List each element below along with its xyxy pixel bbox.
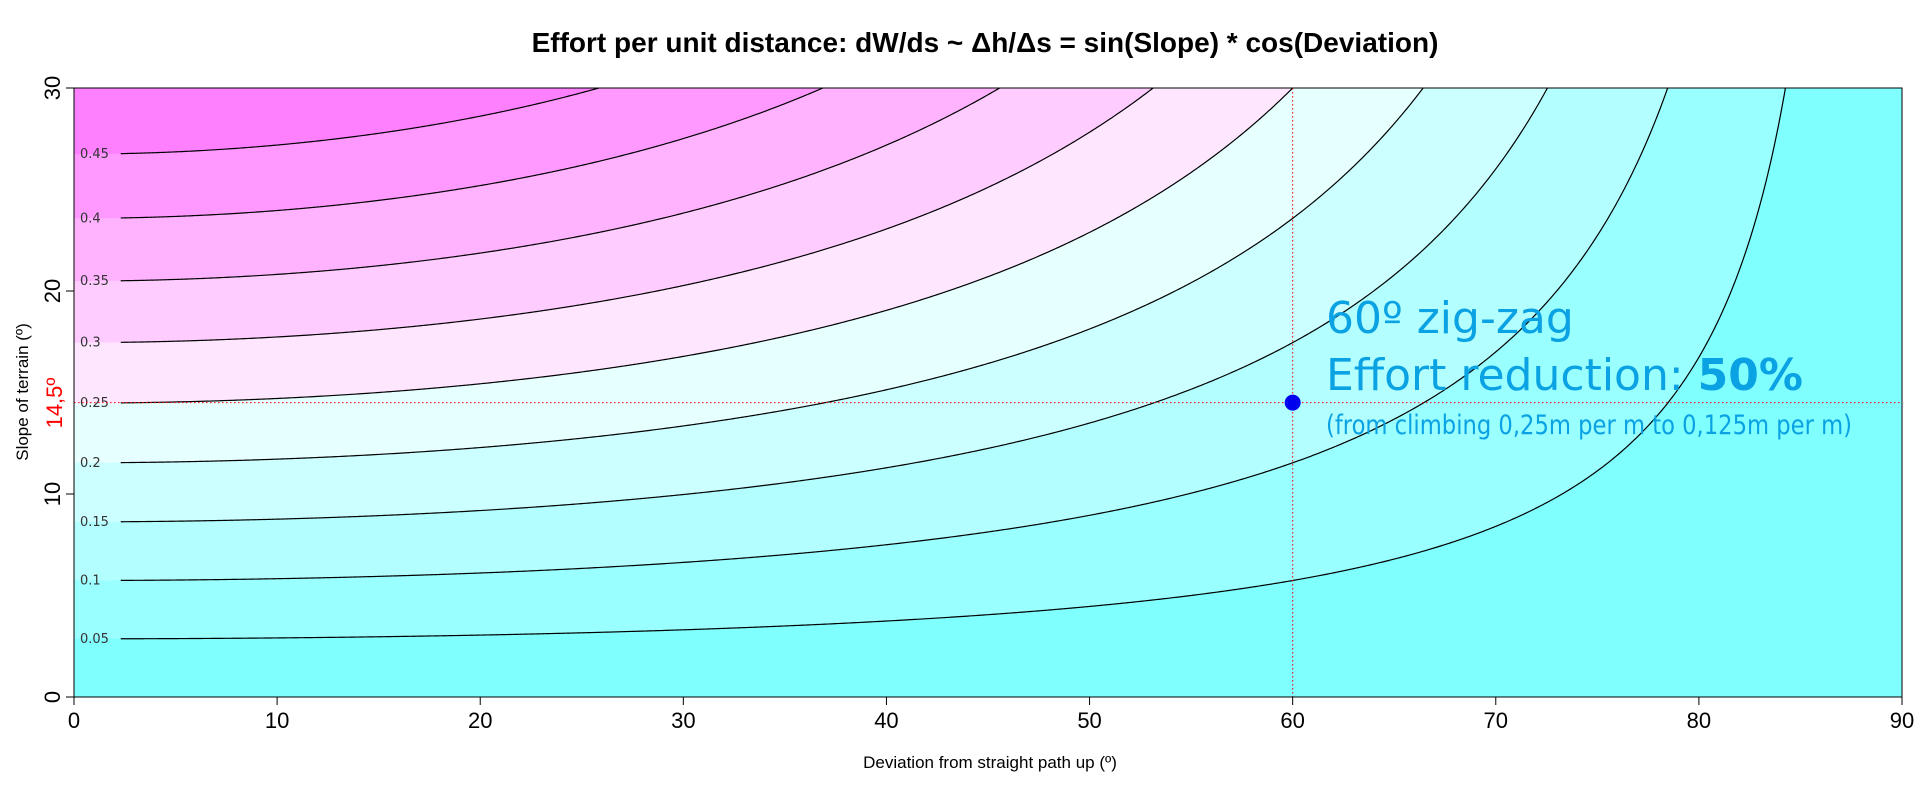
contour-label-0.05: 0.05: [80, 632, 109, 647]
reference-lines: [74, 88, 1902, 697]
x-tick-label: 10: [265, 708, 289, 733]
annotation-effort-value: 50%: [1698, 350, 1803, 401]
y-tick-label: 10: [40, 482, 65, 506]
x-tick-label: 50: [1077, 708, 1101, 733]
x-tick-label: 20: [468, 708, 492, 733]
x-tick-label: 0: [68, 708, 80, 733]
contour-line-0.25: [120, 88, 1294, 404]
x-tick-label: 90: [1890, 708, 1914, 733]
contour-label-0.1: 0.1: [80, 573, 101, 588]
annotation-effort-reduction: Effort reduction: 50%: [1326, 350, 1803, 401]
y-axis: 0 10 20 30: [40, 76, 75, 703]
x-tick-label: 80: [1687, 708, 1711, 733]
contour-label-0.35: 0.35: [80, 274, 109, 289]
contour-line-0.1: [120, 88, 1669, 581]
highlight-point: [1284, 394, 1301, 411]
y-tick-label: 30: [40, 76, 65, 100]
contour-label-0.25: 0.25: [80, 396, 109, 411]
contour-line-0.2: [120, 88, 1424, 464]
annotation: 60º zig-zag Effort reduction: 50% (from …: [1326, 293, 1852, 441]
annotation-title: 60º zig-zag: [1326, 293, 1574, 344]
x-tick-label: 60: [1280, 708, 1304, 733]
contour-lines: [120, 88, 1787, 640]
contour-line-0.3: [120, 88, 1154, 343]
x-tick-label: 40: [874, 708, 898, 733]
chart-title: Effort per unit distance: dW/ds ~ Δh/Δs …: [532, 27, 1439, 58]
x-axis: 0 10 20 30 40 50 60 70 80 90: [68, 696, 1914, 733]
contour-label-0.4: 0.4: [80, 211, 101, 226]
contour-labels: 0.05 0.1 0.15 0.2 0.25 0.3 0.35 0.4 0.45: [80, 147, 109, 647]
contour-label-0.3: 0.3: [80, 336, 101, 351]
y-tick-label: 20: [40, 279, 65, 303]
contour-line-0.05: [120, 88, 1787, 640]
y-tick-label: 0: [40, 691, 65, 703]
contour-line-0.15: [120, 88, 1548, 523]
x-axis-label: Deviation from straight path up (º): [863, 753, 1117, 772]
contour-label-0.45: 0.45: [80, 147, 109, 162]
annotation-detail: (from climbing 0,25m per m to 0,125m per…: [1326, 410, 1852, 441]
contour-line-0.35: [120, 88, 1000, 282]
x-tick-label: 70: [1484, 708, 1508, 733]
contour-line-0.45: [120, 88, 600, 155]
contour-line-0.4: [120, 88, 824, 219]
x-tick-label: 30: [671, 708, 695, 733]
contour-label-0.15: 0.15: [80, 515, 109, 530]
y-axis-label: Slope of terrain (º): [13, 323, 32, 461]
annotation-effort-prefix: Effort reduction:: [1326, 350, 1698, 401]
contour-label-0.2: 0.2: [80, 456, 101, 471]
y-marker-label: 14,5º: [42, 378, 67, 429]
